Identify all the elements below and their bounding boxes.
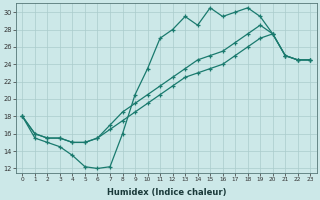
X-axis label: Humidex (Indice chaleur): Humidex (Indice chaleur) xyxy=(107,188,226,197)
